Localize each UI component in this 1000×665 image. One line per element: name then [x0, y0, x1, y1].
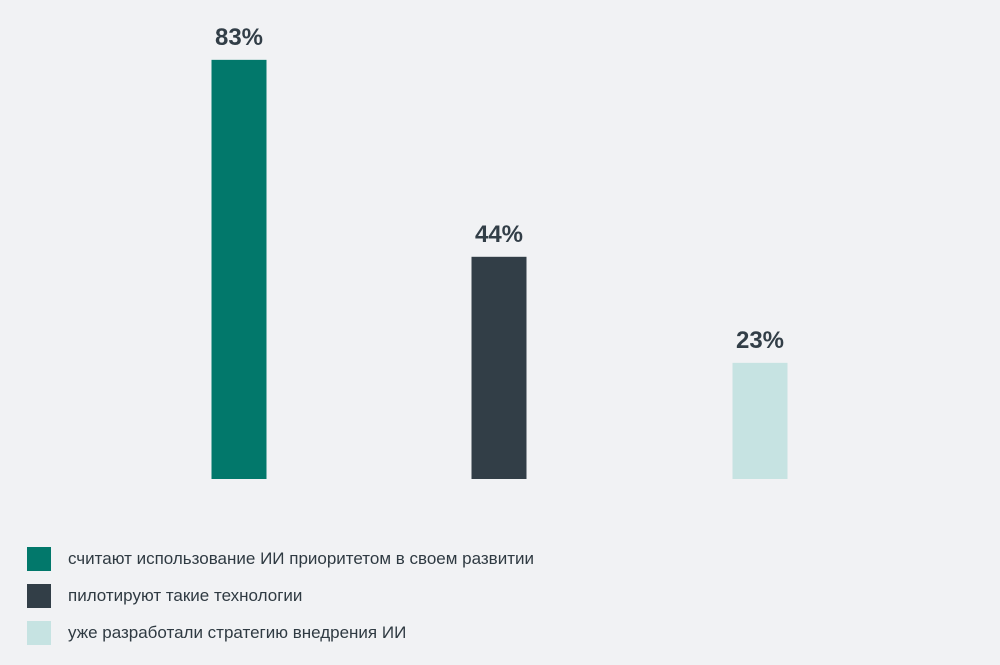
legend-label: уже разработали стратегию внедрения ИИ	[68, 623, 407, 642]
legend-label: считают использование ИИ приоритетом в с…	[68, 549, 534, 568]
legend: считают использование ИИ приоритетом в с…	[27, 546, 727, 657]
legend-item: пилотируют такие технологии	[27, 583, 727, 609]
bar	[732, 362, 788, 479]
bar	[211, 59, 267, 479]
legend-item: уже разработали стратегию внедрения ИИ	[27, 620, 727, 646]
legend-item: считают использование ИИ приоритетом в с…	[27, 546, 727, 572]
legend-label: пилотируют такие технологии	[68, 586, 303, 605]
data-label: 23%	[736, 327, 784, 354]
legend-swatch	[27, 584, 51, 608]
bar	[471, 256, 527, 479]
legend-swatch	[27, 621, 51, 645]
bar-chart: 83% 44% 23%	[211, 24, 788, 479]
data-label: 44%	[475, 221, 523, 248]
legend-swatch	[27, 547, 51, 571]
data-label: 83%	[215, 24, 263, 51]
